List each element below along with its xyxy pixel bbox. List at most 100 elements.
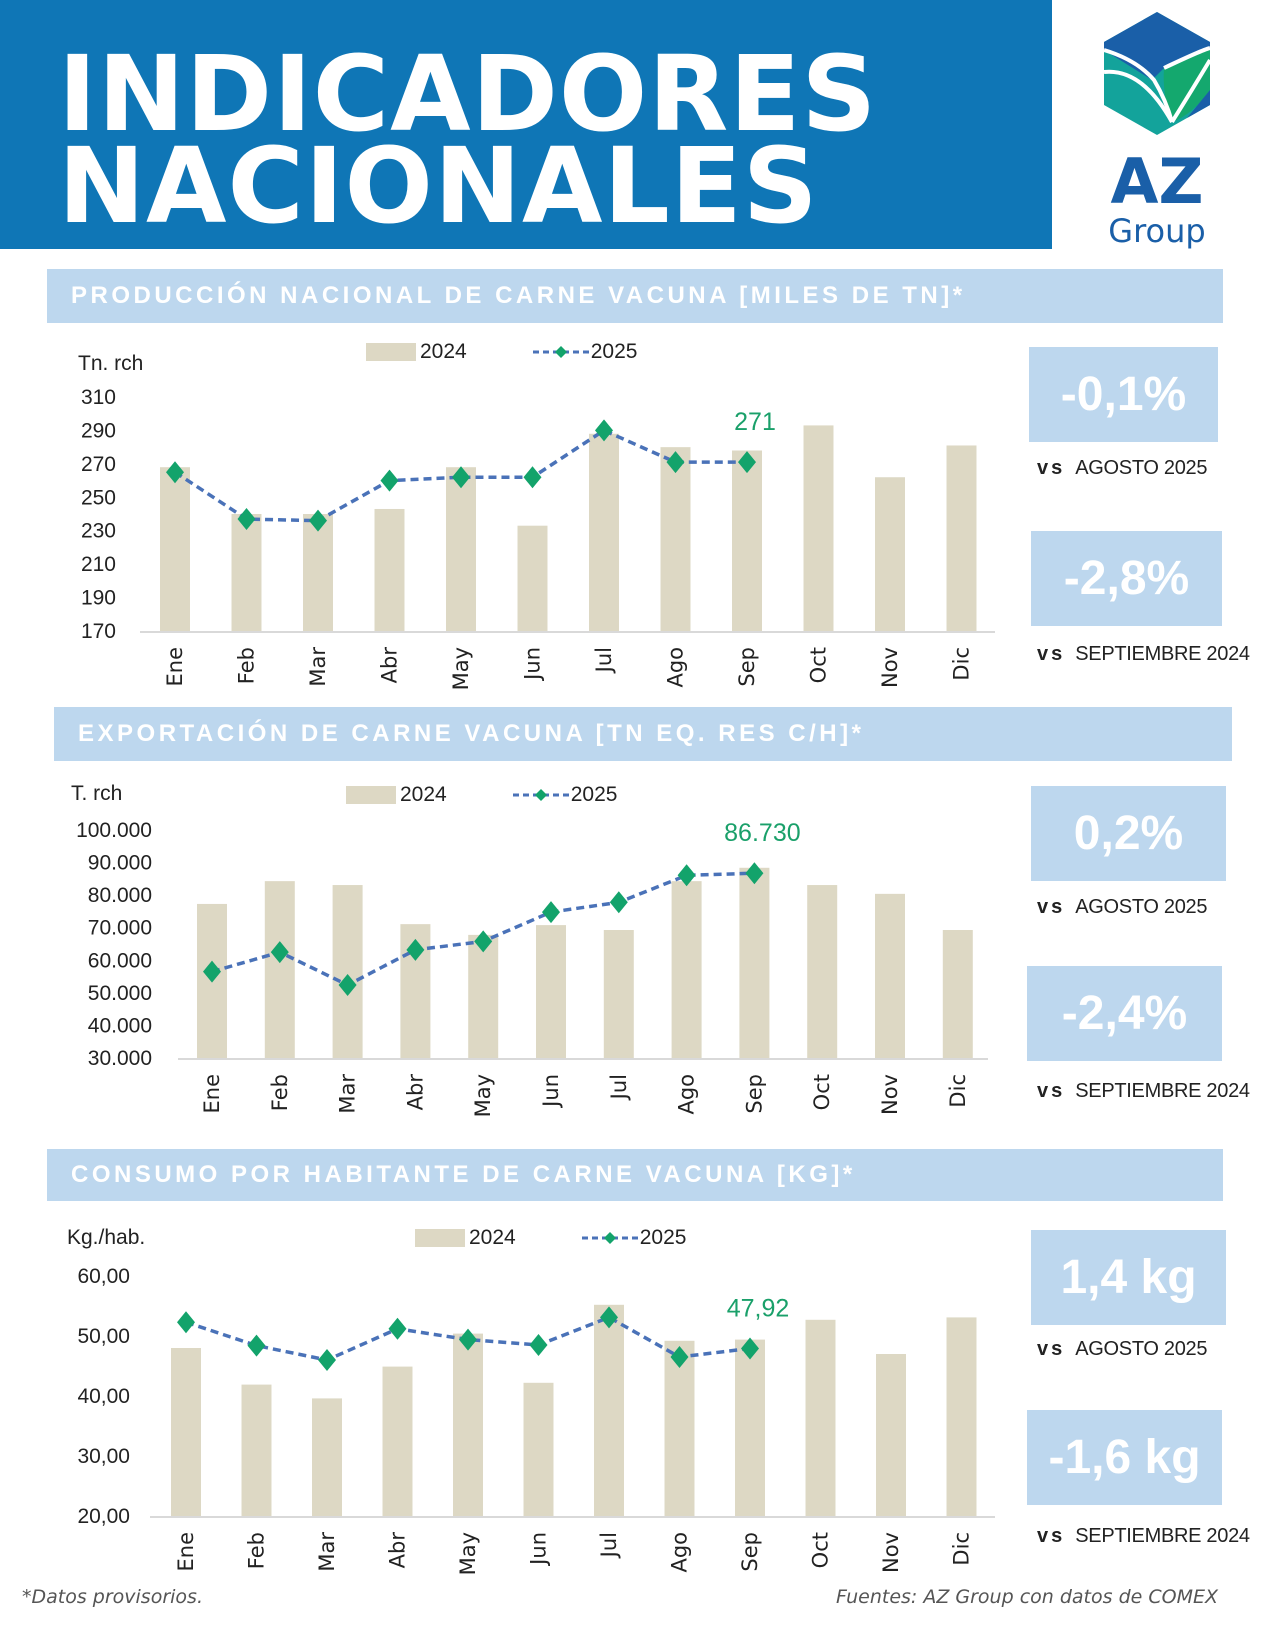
bar-2024-Abr [382,1366,413,1516]
x-tick-label: May [456,1532,480,1575]
marker-2025-Feb [270,941,289,964]
bar-2024-Jun [517,525,548,631]
y-tick-label: 80.000 [88,884,152,907]
marker-2025-Ene [166,461,184,484]
y-tick-label: 70.000 [88,917,152,940]
y-tick-label: 210 [81,553,116,576]
x-tick-label: Dic [950,647,974,681]
footer-source: Fuentes: AZ Group con datos de COMEX [835,1586,1218,1608]
marker-2025-Ago [670,1346,689,1368]
x-tick-label: Abr [403,1074,427,1111]
x-tick-label: Abr [386,1532,410,1569]
bar-2024-Feb [231,514,262,631]
legend-2024: 2024 [469,1226,516,1249]
section-heading-consumo: CONSUMO POR HABITANTE DE CARNE VACUNA [K… [47,1149,1223,1201]
marker-2025-Ene [203,960,221,983]
y-tick-label: 50.000 [88,982,152,1005]
x-tick-label: Jun [527,1532,551,1567]
chart3-unit-label: Kg./hab. [67,1226,146,1249]
bar-2024-May [446,467,476,631]
y-tick-label: 60.000 [88,949,152,972]
x-tick-label: Oct [807,647,831,683]
bar-2024-Sep [739,867,770,1058]
y-tick-label: 20,00 [77,1505,130,1528]
section-heading-exportacion: EXPORTACIÓN DE CARNE VACUNA [TN EQ. RES … [54,707,1232,761]
bar-2024-Mar [312,1398,342,1516]
kpi-label: vs SEPTIEMBRE 2024 [1037,1080,1250,1102]
marker-2025-Sep [738,451,756,474]
x-tick-label: Feb [245,1532,269,1569]
x-tick-label: Nov [878,647,902,688]
marker-2025-Mar [338,974,357,997]
x-tick-label: Ene [163,647,187,687]
marker-2025-Sep [741,1337,759,1360]
x-tick-label: Sep [742,1074,766,1114]
marker-2025-Abr [380,469,399,492]
kpi-exportacion-vs-year: -2,4% [1027,966,1222,1061]
bar-2024-May [468,934,499,1058]
marker-2025-Feb [237,508,256,531]
bar-2024-Jul [603,929,634,1058]
az-group-logo: AZ Group [1092,10,1222,250]
bar-2024-Ago [664,1340,695,1516]
bar-2024-Sep [732,450,762,631]
page-title-line1: INDICADORES [58,33,878,155]
marker-2025-Mar [309,509,327,532]
marker-2025-Ago [677,864,696,887]
x-tick-label: Oct [809,1532,833,1568]
chart1-unit-label: Tn. rch [78,352,144,375]
x-tick-label: Feb [235,647,259,684]
bar-2024-Ago [660,447,691,631]
chart2-unit-label: T. rch [71,782,123,805]
x-tick-label: Dic [950,1532,974,1566]
line-2025 [185,1315,751,1362]
y-tick-label: 100.000 [76,819,152,842]
legend-2025: 2025 [590,340,638,363]
y-tick-label: 270 [81,453,116,476]
page-title-line2: NACIONALES [58,125,819,247]
x-tick-label: Mar [336,1074,360,1114]
x-tick-label: Nov [878,1074,902,1115]
marker-2025-Ago [666,451,685,474]
marker-2025-Abr [406,938,425,961]
y-tick-label: 30,00 [77,1445,130,1468]
y-tick-label: 310 [81,386,116,409]
bar-2024-Jun [536,925,566,1058]
bar-2024-Nov [876,1354,906,1516]
bar-2024-Sep [735,1339,765,1516]
bar-2024-Mar [303,514,333,631]
x-tick-label: Mar [306,647,330,687]
bar-2024-Ene [160,467,190,631]
marker-2025-Jun [542,901,560,924]
kpi-label: vs SEPTIEMBRE 2024 [1037,643,1250,665]
bar-2024-Jul [589,433,619,631]
data-label-annotation: 86.730 [724,819,800,847]
bar-2024-Oct [807,885,838,1058]
kpi-label: vs SEPTIEMBRE 2024 [1037,1525,1250,1547]
x-tick-label: Jun [539,1074,563,1109]
bar-2024-May [453,1333,483,1516]
bar-2024-Dic [942,929,973,1058]
legend-line-swatch [581,1232,638,1244]
marker-2025-Feb [247,1334,266,1357]
y-tick-label: 190 [81,587,116,610]
bar-2024-Nov [875,893,905,1058]
x-tick-label: Jul [592,647,616,674]
bar-2024-Feb [264,881,295,1058]
section-heading-produccion: PRODUCCIÓN NACIONAL DE CARNE VACUNA [MIL… [47,269,1223,323]
footer-note: *Datos provisorios. [22,1586,203,1608]
x-tick-label: Ene [200,1074,224,1114]
legend-bar-swatch [366,343,416,361]
hexagon-leaf-icon: AZ Group [1103,12,1212,250]
data-label-annotation: 271 [734,408,776,436]
bar-2024-Abr [374,508,405,631]
marker-2025-Jul [600,1306,618,1329]
x-tick-label: Ene [174,1532,198,1572]
marker-2025-Jul [595,419,613,442]
x-tick-label: Mar [315,1532,339,1572]
kpi-exportacion-vs-month: 0,2% [1031,786,1226,881]
logo-mark: AZ [1111,145,1204,218]
data-label-annotation: 47,92 [727,1294,790,1322]
chart1-legend: 2024 2025 [366,340,637,364]
